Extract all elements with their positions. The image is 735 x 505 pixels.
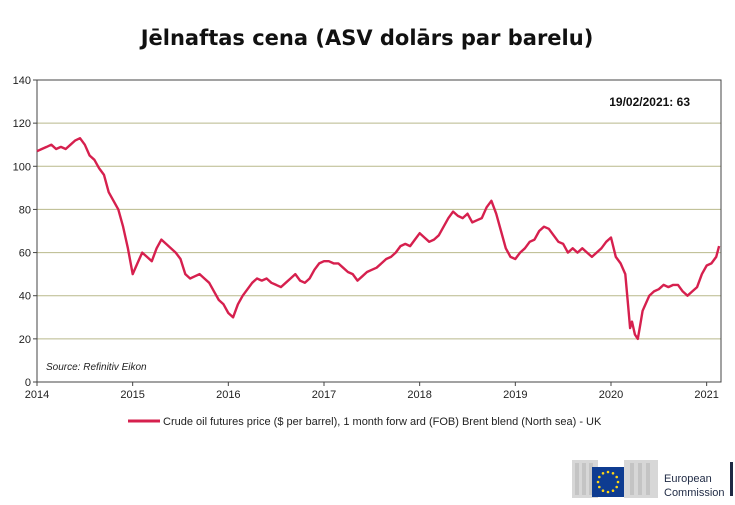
series-line xyxy=(36,136,721,341)
eu-star-icon xyxy=(611,489,615,493)
x-tick-label: 2018 xyxy=(407,389,431,401)
logo-bar-icon xyxy=(730,462,733,496)
eu-stars-icon xyxy=(596,470,620,494)
x-tick-label: 2015 xyxy=(120,389,144,401)
building-column-icon xyxy=(582,463,586,495)
eu-star-icon xyxy=(616,480,620,484)
x-tick-label: 2016 xyxy=(216,389,240,401)
eu-star-icon xyxy=(598,485,601,489)
x-tick-label: 2020 xyxy=(599,389,623,401)
eu-star-icon xyxy=(601,472,605,475)
y-tick-label: 100 xyxy=(13,161,31,173)
annotation-label: 19/02/2021: 63 xyxy=(609,95,690,109)
x-axis: 2014 2015 2016 2017 2018 2019 2020 2021 xyxy=(25,382,719,401)
y-tick-label: 80 xyxy=(19,204,31,216)
y-tick-label: 0 xyxy=(25,377,31,389)
x-tick-label: 2014 xyxy=(25,389,49,401)
plot-frame xyxy=(36,79,722,383)
y-tick-label: 120 xyxy=(13,118,31,130)
y-tick-label: 20 xyxy=(19,334,31,346)
eu-star-icon xyxy=(615,485,618,489)
building-column-icon xyxy=(646,463,650,495)
x-tick-label: 2021 xyxy=(694,389,718,401)
y-tick-label: 140 xyxy=(13,75,31,87)
eu-star-icon xyxy=(615,475,618,479)
y-tick-label: 60 xyxy=(19,248,31,260)
building-column-icon xyxy=(589,463,593,495)
series-layer xyxy=(36,136,721,341)
logo-text-line2: Commission xyxy=(664,487,725,499)
source-label: Source: Refinitiv Eikon xyxy=(46,362,147,373)
logo-text-line1: European xyxy=(664,473,712,485)
eu-star-icon xyxy=(606,470,610,474)
y-tick-label: 40 xyxy=(19,291,31,303)
legend-label: Crude oil futures price ($ per barrel), … xyxy=(163,416,602,428)
legend: Crude oil futures price ($ per barrel), … xyxy=(128,416,602,428)
eu-star-icon xyxy=(598,475,601,479)
eu-star-icon xyxy=(611,472,615,475)
eu-star-icon xyxy=(596,480,600,484)
building-column-icon xyxy=(630,463,634,495)
x-tick-label: 2019 xyxy=(503,389,527,401)
chart-title: Jēlnaftas cena (ASV dolārs par barelu) xyxy=(139,26,594,50)
building-column-icon xyxy=(638,463,642,495)
x-tick-label: 2017 xyxy=(312,389,336,401)
grid xyxy=(37,122,721,340)
european-commission-logo: European Commission xyxy=(572,460,733,499)
eu-star-icon xyxy=(606,490,610,494)
eu-star-icon xyxy=(601,489,605,493)
building-column-icon xyxy=(575,463,579,495)
y-axis: 0 20 40 60 80 100 120 140 xyxy=(13,75,37,389)
